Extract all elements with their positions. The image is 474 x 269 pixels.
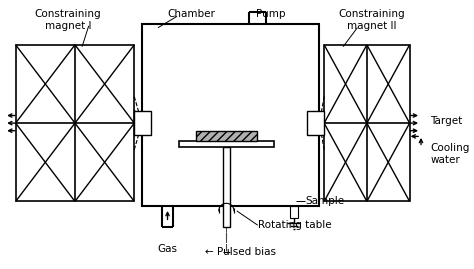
Text: Pump: Pump: [256, 9, 286, 19]
Bar: [324, 45, 410, 201]
Text: Target: Target: [430, 116, 463, 126]
Text: ← Pulsed bias: ← Pulsed bias: [206, 247, 276, 257]
Text: Constraining
magnet II: Constraining magnet II: [338, 9, 405, 31]
Bar: [179, 141, 274, 147]
Bar: [16, 45, 134, 201]
Text: Sample: Sample: [305, 196, 344, 206]
Text: Constraining
magnet I: Constraining magnet I: [35, 9, 101, 31]
Text: Gas: Gas: [157, 244, 178, 254]
Text: Rotating table: Rotating table: [258, 220, 331, 230]
Text: Cooling
water: Cooling water: [430, 143, 470, 165]
Bar: [223, 147, 230, 227]
Bar: [307, 111, 324, 136]
Bar: [134, 111, 151, 136]
Text: Chamber: Chamber: [167, 9, 215, 19]
Bar: [142, 24, 319, 206]
Bar: [290, 206, 298, 218]
Bar: [195, 131, 257, 141]
